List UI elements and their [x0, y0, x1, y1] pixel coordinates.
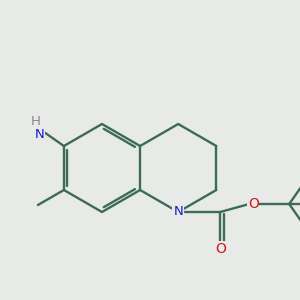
Text: H: H — [30, 115, 40, 128]
Text: N: N — [173, 206, 183, 218]
Text: O: O — [215, 242, 226, 256]
Text: O: O — [248, 197, 259, 211]
Text: N: N — [34, 128, 44, 141]
